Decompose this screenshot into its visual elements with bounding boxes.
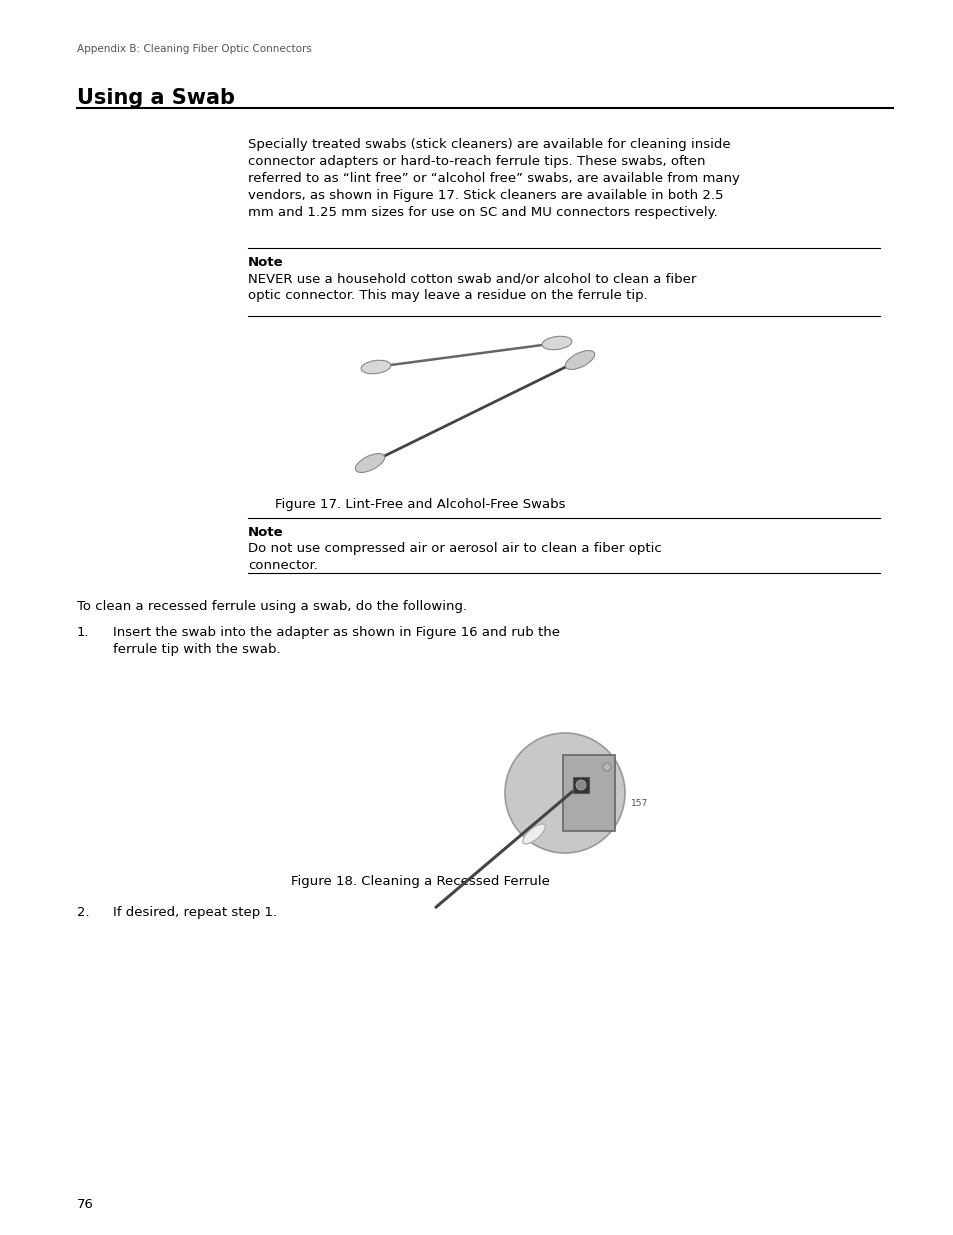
Text: 157: 157 xyxy=(630,799,648,808)
Text: Note: Note xyxy=(248,256,283,269)
Text: Appendix B: Cleaning Fiber Optic Connectors: Appendix B: Cleaning Fiber Optic Connect… xyxy=(77,44,312,54)
Circle shape xyxy=(504,734,624,853)
Text: Specially treated swabs (stick cleaners) are available for cleaning inside
conne: Specially treated swabs (stick cleaners)… xyxy=(248,138,740,219)
Text: If desired, repeat step 1.: If desired, repeat step 1. xyxy=(112,906,276,919)
Text: 2.: 2. xyxy=(77,906,90,919)
Ellipse shape xyxy=(541,336,571,350)
Ellipse shape xyxy=(522,824,545,844)
Text: Do not use compressed air or aerosol air to clean a fiber optic
connector.: Do not use compressed air or aerosol air… xyxy=(248,542,661,572)
Text: Using a Swab: Using a Swab xyxy=(77,88,234,107)
Text: Figure 17. Lint-Free and Alcohol-Free Swabs: Figure 17. Lint-Free and Alcohol-Free Sw… xyxy=(274,498,565,511)
Ellipse shape xyxy=(565,351,594,369)
Text: NEVER use a household cotton swab and/or alcohol to clean a fiber
optic connecto: NEVER use a household cotton swab and/or… xyxy=(248,272,696,303)
Ellipse shape xyxy=(361,361,391,374)
Ellipse shape xyxy=(355,453,384,473)
Text: Figure 18. Cleaning a Recessed Ferrule: Figure 18. Cleaning a Recessed Ferrule xyxy=(291,876,549,888)
Text: 76: 76 xyxy=(77,1198,93,1212)
Circle shape xyxy=(602,763,610,771)
Text: 1.: 1. xyxy=(77,626,90,638)
Circle shape xyxy=(576,781,585,790)
Bar xyxy=(573,777,588,793)
Bar xyxy=(562,755,615,831)
Text: Note: Note xyxy=(248,526,283,538)
Text: Insert the swab into the adapter as shown in Figure 16 and rub the
ferrule tip w: Insert the swab into the adapter as show… xyxy=(112,626,559,656)
Text: To clean a recessed ferrule using a swab, do the following.: To clean a recessed ferrule using a swab… xyxy=(77,600,467,613)
